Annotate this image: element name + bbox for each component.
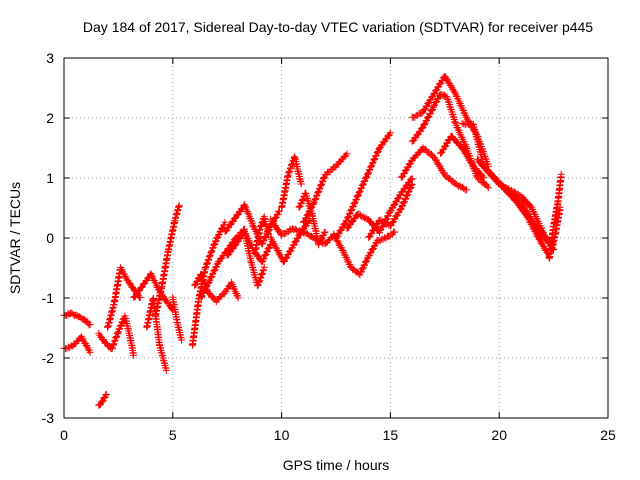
series-s10 xyxy=(188,218,229,349)
series-s28 xyxy=(408,73,492,170)
series-s23 xyxy=(332,129,394,241)
x-tick-label: 0 xyxy=(60,427,68,443)
series-s3 xyxy=(95,390,110,409)
marker-trace xyxy=(252,213,272,253)
plot-frame xyxy=(63,57,609,419)
chart-title: Day 184 of 2017, Sidereal Day-to-day VTE… xyxy=(83,19,593,35)
y-tick-label: 1 xyxy=(46,170,54,186)
series-s19 xyxy=(278,153,305,211)
series-s4 xyxy=(95,312,138,359)
series-s15 xyxy=(241,227,268,290)
marker-trace xyxy=(547,203,564,253)
marker-trace xyxy=(330,228,399,279)
marker-trace xyxy=(95,312,138,359)
y-tick-label: -2 xyxy=(42,350,55,366)
marker-trace xyxy=(241,227,268,290)
series-s1 xyxy=(60,309,94,329)
y-axis-label: SDTVAR / TECUs xyxy=(7,182,23,294)
marker-trace xyxy=(130,270,177,314)
series-s26 xyxy=(397,144,471,194)
y-tick-label: 0 xyxy=(46,230,54,246)
series-s24 xyxy=(343,175,416,237)
series-s21 xyxy=(299,150,351,226)
marker-trace xyxy=(397,144,471,194)
series-s20 xyxy=(295,189,329,249)
marker-trace xyxy=(197,225,249,301)
series-s6 xyxy=(130,270,177,314)
axis-ticks: 0 5 10 15 20 25 -3 -2 -1 0 1 2 3 xyxy=(42,50,616,443)
x-tick-label: 20 xyxy=(491,427,507,443)
marker-trace xyxy=(299,150,351,226)
y-tick-label: 2 xyxy=(46,110,54,126)
series-s9 xyxy=(169,293,185,344)
x-tick-label: 15 xyxy=(383,427,399,443)
series-s34 xyxy=(547,203,564,253)
x-axis-label: GPS time / hours xyxy=(283,457,390,473)
data-points xyxy=(60,73,565,409)
y-tick-label: -1 xyxy=(42,290,55,306)
marker-trace xyxy=(151,202,183,319)
marker-trace xyxy=(495,179,558,248)
series-s18 xyxy=(267,216,314,266)
marker-trace xyxy=(188,218,229,349)
marker-trace xyxy=(436,132,488,182)
y-tick-label: 3 xyxy=(46,50,54,66)
series-s25 xyxy=(365,180,416,241)
series-s8 xyxy=(151,202,183,319)
x-tick-label: 10 xyxy=(274,427,290,443)
series-s2 xyxy=(60,333,94,356)
marker-trace xyxy=(473,155,558,254)
marker-trace xyxy=(295,189,329,249)
marker-trace xyxy=(278,153,305,211)
series-s31 xyxy=(473,155,558,254)
series-s12 xyxy=(197,225,249,301)
series-s22 xyxy=(330,228,399,279)
marker-trace xyxy=(95,390,110,409)
series-s16 xyxy=(252,213,272,253)
marker-trace xyxy=(267,216,314,266)
marker-trace xyxy=(365,180,416,241)
marker-trace xyxy=(169,293,185,344)
marker-trace xyxy=(60,309,94,329)
marker-trace xyxy=(343,175,416,237)
y-tick-label: -3 xyxy=(42,410,55,426)
series-s29 xyxy=(436,132,488,182)
marker-trace xyxy=(332,129,394,241)
marker-trace xyxy=(60,333,94,356)
x-tick-label: 5 xyxy=(169,427,177,443)
series-s32 xyxy=(495,179,558,248)
marker-trace xyxy=(408,73,492,170)
x-tick-label: 25 xyxy=(600,427,616,443)
